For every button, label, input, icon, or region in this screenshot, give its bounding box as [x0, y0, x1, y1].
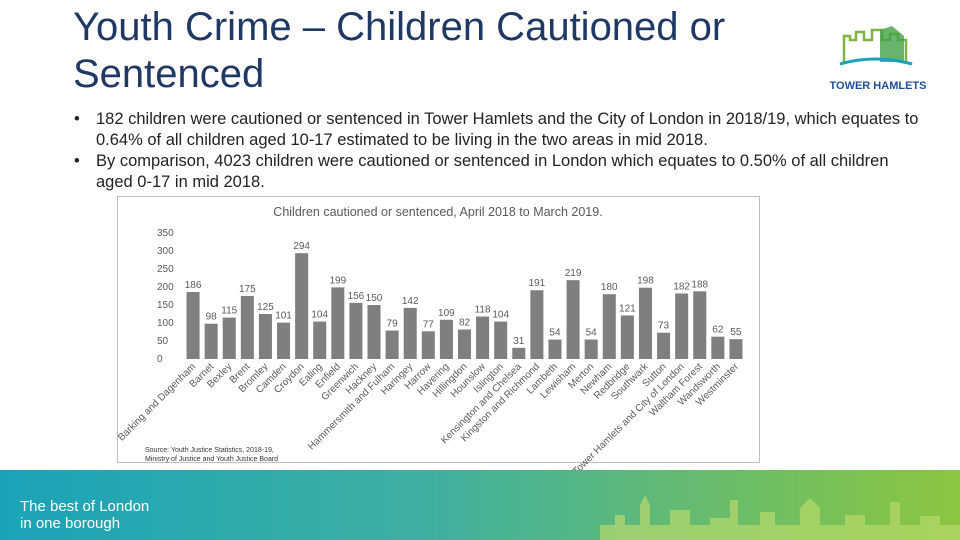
value-label: 175 — [239, 284, 256, 295]
bar — [584, 339, 598, 359]
value-label: 188 — [691, 279, 708, 290]
value-label: 73 — [658, 321, 670, 332]
value-label: 62 — [712, 325, 724, 336]
bar — [729, 339, 743, 359]
value-label: 101 — [275, 311, 292, 322]
y-tick-label: 0 — [157, 354, 163, 365]
bar — [693, 291, 707, 359]
value-label: 118 — [475, 305, 491, 316]
y-tick-label: 350 — [157, 228, 174, 239]
value-label: 182 — [673, 281, 690, 292]
value-label: 191 — [529, 278, 546, 289]
value-label: 186 — [185, 280, 202, 291]
bar — [476, 316, 490, 359]
bar — [494, 321, 508, 359]
value-label: 156 — [348, 291, 365, 302]
value-label: 82 — [459, 317, 471, 328]
value-label: 79 — [387, 319, 399, 330]
y-tick-label: 200 — [157, 282, 174, 293]
value-label: 142 — [402, 296, 419, 307]
bar — [331, 287, 345, 359]
value-label: 55 — [730, 327, 742, 338]
value-label: 77 — [423, 319, 435, 330]
tagline-line: The best of London — [20, 498, 150, 515]
value-label: 104 — [311, 310, 328, 321]
y-tick-label: 300 — [157, 246, 174, 257]
bar — [367, 305, 381, 359]
bar — [711, 336, 725, 359]
y-tick-label: 100 — [157, 318, 174, 329]
tagline: The best of London in one borough — [20, 498, 149, 532]
value-label: 219 — [565, 268, 582, 279]
chart-frame — [117, 196, 760, 463]
tagline-line: in one borough — [20, 515, 121, 532]
slide-title: Youth Crime – Children Cautioned or Sent… — [73, 5, 726, 96]
footer-banner: The best of London in one borough — [0, 470, 960, 540]
bar — [258, 314, 272, 359]
bar — [313, 321, 327, 359]
bar — [620, 315, 634, 359]
value-label: 54 — [549, 328, 561, 339]
bar — [204, 323, 218, 359]
value-label: 199 — [329, 275, 346, 286]
value-label: 180 — [601, 282, 618, 293]
value-label: 294 — [293, 241, 310, 252]
value-label: 54 — [586, 328, 598, 339]
y-tick-label: 250 — [157, 264, 174, 275]
y-tick-label: 50 — [157, 336, 169, 347]
bar — [602, 294, 616, 359]
value-label: 98 — [206, 312, 218, 323]
chart: Children cautioned or sentenced, April 2… — [116, 196, 760, 470]
source-note: Source: Youth Justice Statistics, 2018-1… — [145, 447, 274, 454]
skyline — [600, 495, 960, 540]
bar — [566, 280, 580, 359]
value-label: 150 — [366, 293, 383, 304]
y-tick-label: 150 — [157, 300, 174, 311]
value-label: 115 — [221, 306, 237, 317]
bar — [295, 253, 309, 359]
value-label: 198 — [637, 276, 654, 287]
bullet: 182 children were cautioned or sentenced… — [74, 109, 924, 151]
bar — [277, 322, 291, 359]
bullet: By comparison, 4023 children were cautio… — [74, 151, 924, 193]
logo-text: TOWER HAMLETS — [830, 80, 926, 92]
logo: TOWER HAMLETS — [830, 26, 926, 92]
chart-title: Children cautioned or sentenced, April 2… — [273, 205, 602, 219]
source-note: Ministry of Justice and Youth Justice Bo… — [145, 456, 278, 463]
bar — [186, 292, 200, 359]
bar — [675, 293, 689, 359]
bar — [385, 330, 399, 359]
value-label: 125 — [257, 302, 274, 313]
value-label: 121 — [619, 303, 636, 314]
bullet-list: 182 children were cautioned or sentenced… — [74, 109, 924, 193]
value-label: 104 — [492, 310, 509, 321]
bar — [403, 307, 417, 359]
bar — [530, 290, 544, 359]
bar — [512, 347, 526, 359]
bar — [439, 319, 453, 359]
bar — [638, 287, 652, 359]
bar — [240, 296, 254, 359]
bar — [349, 302, 363, 359]
bar — [222, 317, 236, 359]
bar — [457, 329, 472, 359]
bar — [548, 339, 562, 359]
bar — [421, 331, 435, 359]
bar — [657, 332, 671, 359]
value-label: 109 — [438, 308, 455, 319]
value-label: 31 — [513, 336, 525, 347]
